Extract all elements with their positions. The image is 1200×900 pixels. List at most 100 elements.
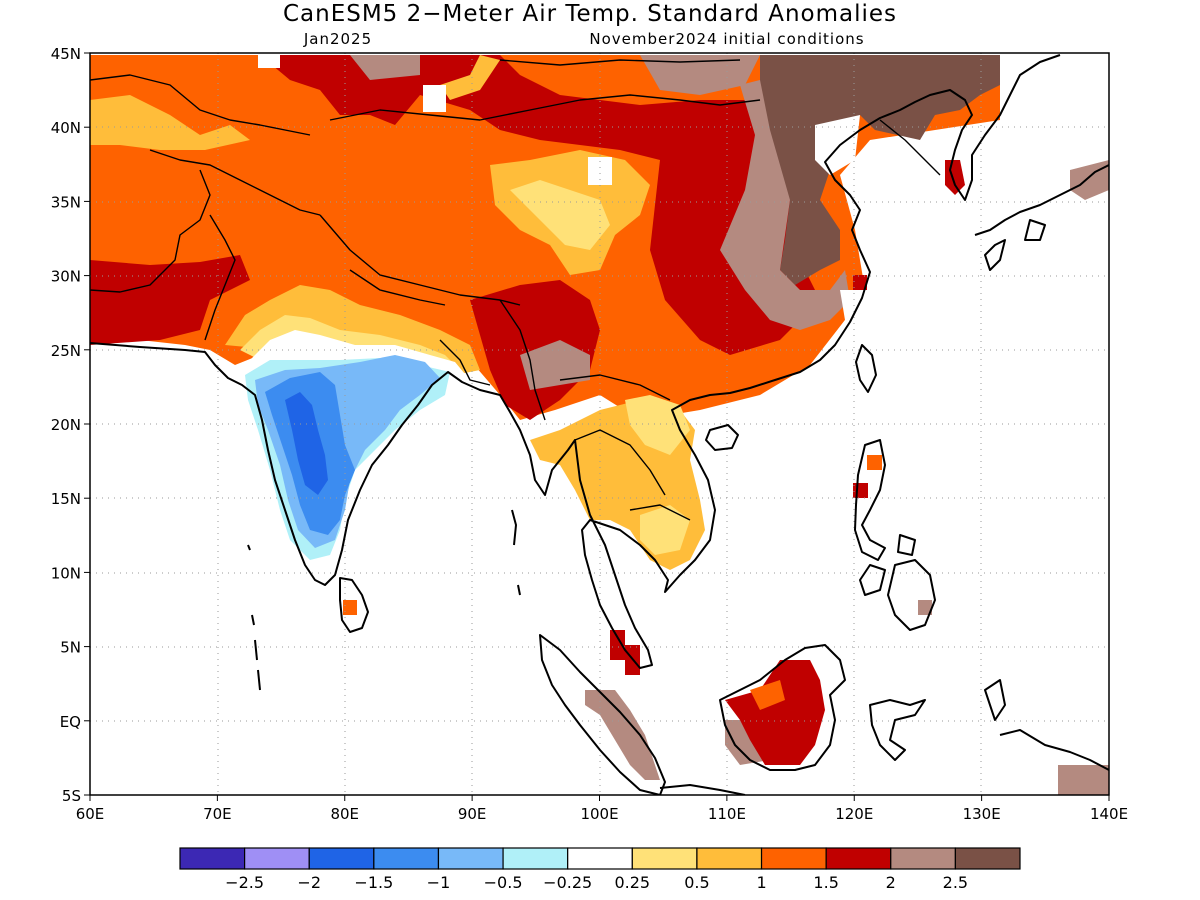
x-tick-label: 80E [330, 805, 359, 823]
border-china-korea [879, 119, 941, 176]
initial-conditions: November2024 initial conditions [589, 30, 864, 48]
y-tick-label: 30N [51, 268, 81, 286]
border-central-asia [90, 74, 311, 136]
anomaly-region-1-west [90, 95, 250, 150]
anomaly-gap-2 [423, 85, 446, 112]
colorbar-swatch [760, 847, 827, 870]
colorbar-swatch [825, 847, 892, 870]
anomaly-region-brown-myanmar [520, 340, 590, 390]
anomaly-region-brown-mongolia [640, 55, 760, 95]
map-area [90, 53, 1109, 795]
colorbar-label: 0.5 [684, 873, 709, 892]
border-pak-india [204, 214, 236, 341]
coastline-maldives [247, 544, 261, 691]
anomaly-gap-1 [258, 55, 280, 68]
colorbar-labels: −2.5 −2 −1.5 −1 −0.5 −0.25 0.25 0.5 1 1.5 2 2.5 [225, 873, 968, 892]
anomaly-region-brown-westtip [350, 55, 420, 80]
y-tick-label: 20N [51, 416, 81, 434]
y-tick-label: 25N [51, 342, 81, 360]
y-tick-label: 5N [60, 639, 81, 657]
border-china-indochina [559, 374, 671, 401]
coastlines [90, 54, 1109, 795]
coastline-srilanka [339, 577, 369, 633]
anomaly-patch-taiwan [853, 275, 867, 290]
x-tick-label: 110E [708, 805, 746, 823]
border-mongolia-north [499, 59, 741, 66]
colorbar-label: 2 [886, 873, 896, 892]
colorbar-swatch [437, 847, 504, 870]
coastline-japan [974, 164, 1109, 271]
figure-title: CanESM5 2−Meter Air Temp. Standard Anoma… [283, 1, 897, 27]
anomaly-region-2-north [260, 55, 760, 265]
colorbar-swatch [696, 847, 763, 870]
anomaly-patch-borneo-orange [750, 680, 785, 710]
y-tick-label: 45N [51, 45, 81, 63]
coastline-luzon [854, 439, 886, 561]
grid-lines [90, 53, 1109, 795]
coastline-sulawesi [869, 699, 926, 761]
border-iran-pak [90, 169, 211, 293]
anomaly-patch-srilanka [343, 600, 357, 615]
colorbar-label: −0.5 [484, 873, 523, 892]
colorbar-label: 2.5 [943, 873, 968, 892]
y-tick-label: 35N [51, 193, 81, 211]
colorbar [179, 847, 1021, 870]
colorbar-label: −2 [297, 873, 321, 892]
coastline-visayas [859, 534, 916, 596]
y-tick-label: EQ [60, 713, 81, 731]
colorbar-label: 1 [756, 873, 766, 892]
anomaly-shading [90, 55, 1109, 795]
x-tick-label: 140E [1090, 805, 1128, 823]
coastline-taiwan [855, 344, 877, 393]
anomaly-patch-newguinea [1058, 765, 1109, 795]
border-bangladesh [439, 339, 491, 386]
colorbar-swatch [890, 847, 956, 870]
coastline-mainland [90, 54, 1061, 669]
axis-ticks [84, 52, 1110, 801]
x-tick-label: 130E [963, 805, 1001, 823]
border-nepal [349, 269, 446, 306]
coastline-borneo [719, 644, 846, 771]
colorbar-swatch [567, 847, 633, 870]
colorbar-swatch [954, 847, 1021, 870]
colorbar-label: 0.25 [614, 873, 650, 892]
anomaly-patch-sumatra [585, 690, 660, 780]
colorbar-label: −0.25 [543, 873, 592, 892]
anomaly-region-2-west [90, 255, 250, 345]
x-tick-label: 90E [458, 805, 487, 823]
valid-period: Jan2025 [303, 30, 372, 48]
anomaly-patch-luzon-2 [853, 483, 868, 498]
anomaly-patch-borneo-red [725, 660, 825, 765]
coastline-java [659, 784, 746, 795]
anomaly-region-0p5-cambodia [640, 505, 690, 555]
x-tick-label: 70E [203, 805, 232, 823]
colorbar-label: −1.5 [354, 873, 393, 892]
colorbar-swatch [373, 847, 440, 870]
colorbar-label: 1.5 [813, 873, 838, 892]
coastline-andaman [511, 509, 521, 596]
colorbar-label: −2.5 [225, 873, 264, 892]
anomaly-region-brown-band [720, 80, 850, 330]
country-borders [90, 59, 941, 521]
colorbar-swatch [179, 847, 246, 870]
border-thai-laos [574, 429, 666, 496]
border-afghan [149, 149, 321, 216]
colorbar-swatch [502, 847, 569, 870]
colorbar-swatch [244, 847, 310, 870]
anomaly-region-0p5-tibet [510, 180, 610, 250]
colorbar-label: −1 [427, 873, 451, 892]
coastline-mindanao [887, 559, 936, 631]
coastline-sumatra [539, 634, 666, 795]
anomaly-region-0p5-ganges [240, 315, 460, 370]
border-cambodia [629, 504, 691, 521]
y-tick-label: 40N [51, 119, 81, 137]
anomaly-patch-malaya [610, 630, 640, 675]
coastline-hainan [705, 424, 739, 451]
axis-labels: 60E 70E 80E 90E 100E 110E 120E 130E 140E 5S EQ 5N 10… [51, 45, 1128, 823]
anomaly-patch-mindanao [918, 600, 932, 615]
border-china-mongolia [329, 94, 761, 121]
anomaly-gap-3 [588, 157, 612, 185]
colorbar-swatch [631, 847, 698, 870]
colorbar-swatch [308, 847, 375, 870]
